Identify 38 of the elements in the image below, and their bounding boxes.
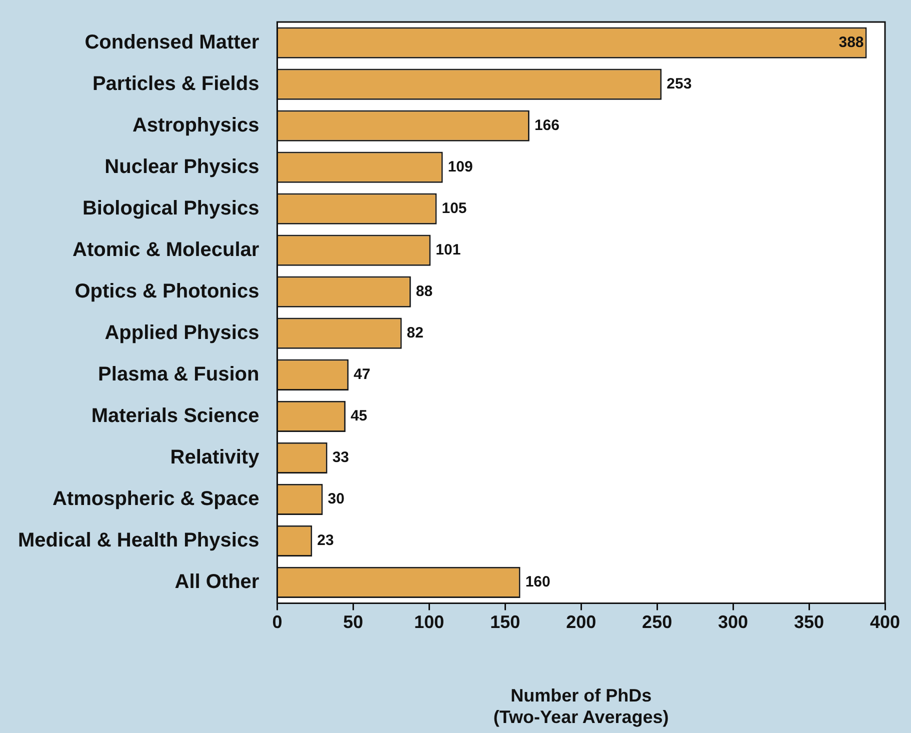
data-label: 33 bbox=[332, 449, 350, 466]
x-tick-label: 250 bbox=[642, 612, 672, 632]
y-tick-label: Particles & Fields bbox=[92, 72, 260, 95]
y-tick-label: Nuclear Physics bbox=[104, 156, 260, 178]
y-tick-label: Biological Physics bbox=[82, 197, 260, 220]
data-label: 160 bbox=[525, 574, 550, 591]
y-tick-label: Applied Physics bbox=[104, 322, 260, 344]
x-tick-label: 400 bbox=[870, 612, 900, 632]
y-tick-label: Optics & Photonics bbox=[74, 280, 260, 302]
x-tick-label: 300 bbox=[718, 612, 748, 632]
x-tick-label: 150 bbox=[490, 612, 520, 632]
data-label: 23 bbox=[317, 532, 334, 550]
data-label: 88 bbox=[416, 282, 433, 300]
data-label: 388 bbox=[838, 34, 864, 51]
data-label: 47 bbox=[354, 366, 370, 384]
y-tick-label: Astrophysics bbox=[132, 114, 260, 136]
y-tick-label: Atomic & Molecular bbox=[72, 238, 260, 261]
data-label: 30 bbox=[328, 490, 344, 508]
y-tick-label: Atmospheric & Space bbox=[52, 488, 260, 510]
data-label: 45 bbox=[350, 408, 368, 425]
x-tick-label: 200 bbox=[566, 612, 596, 632]
data-label: 253 bbox=[666, 75, 692, 92]
y-tick-label: Materials Science bbox=[91, 404, 260, 427]
y-tick-label: Condensed Matter bbox=[84, 31, 260, 54]
x-tick-label: 100 bbox=[414, 612, 444, 632]
y-tick-label: Relativity bbox=[170, 446, 260, 468]
data-label: 105 bbox=[442, 200, 467, 217]
data-label: 109 bbox=[448, 158, 473, 176]
data-label: 166 bbox=[534, 116, 560, 134]
y-tick-label: Plasma & Fusion bbox=[98, 363, 260, 386]
y-tick-label: All Other bbox=[174, 570, 260, 593]
x-tick-label: 350 bbox=[794, 612, 824, 632]
data-label: 101 bbox=[436, 241, 461, 258]
x-tick-label: 0 bbox=[272, 612, 282, 632]
data-label: 82 bbox=[406, 324, 424, 342]
x-axis-title: Number of PhDs (Two-Year Averages) bbox=[493, 686, 669, 728]
x-tick-label: 50 bbox=[343, 612, 364, 632]
y-tick-label: Medical & Health Physics bbox=[18, 529, 260, 552]
